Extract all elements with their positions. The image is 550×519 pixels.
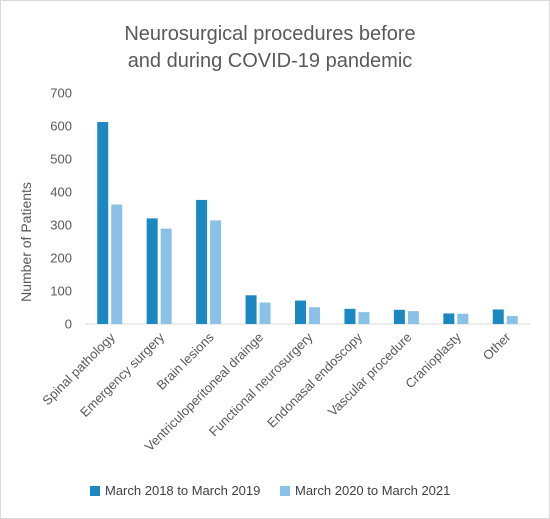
y-tick-label: 0 xyxy=(65,317,72,332)
bars xyxy=(97,122,518,324)
legend-swatch xyxy=(90,486,100,496)
bar-series-2 xyxy=(506,316,518,324)
chart-title-line-1: Neurosurgical procedures before xyxy=(124,23,415,45)
y-tick-label: 200 xyxy=(50,251,72,266)
bar-series-2 xyxy=(309,307,320,324)
bar-series-1 xyxy=(146,218,158,324)
legend-label: March 2020 to March 2021 xyxy=(295,483,450,498)
bar-series-1 xyxy=(492,309,504,324)
bar-series-2 xyxy=(457,313,469,324)
y-tick-label: 600 xyxy=(50,119,72,134)
legend: March 2018 to March 2019 March 2020 to Ma… xyxy=(90,483,450,498)
x-tick-label: Emergency surgery xyxy=(77,329,168,420)
bar-series-2 xyxy=(111,204,123,324)
bar-series-1 xyxy=(196,199,208,324)
legend-swatch xyxy=(280,486,290,496)
x-tick-label: Other xyxy=(480,329,514,363)
y-tick-label: 300 xyxy=(50,218,72,233)
y-tick-label: 400 xyxy=(50,185,72,200)
bar-series-2 xyxy=(358,312,370,324)
bar-series-2 xyxy=(210,220,222,324)
legend-label: March 2018 to March 2019 xyxy=(105,483,260,498)
bar-series-1 xyxy=(443,313,455,324)
bar-series-1 xyxy=(245,295,257,324)
y-axis-ticks: 0 100 200 300 400 500 600 700 xyxy=(50,86,72,332)
bar-series-2 xyxy=(160,228,172,324)
bar-series-1 xyxy=(393,309,405,324)
x-tick-label: Vascular procedure xyxy=(325,330,415,420)
y-tick-label: 700 xyxy=(50,86,72,101)
y-tick-label: 100 xyxy=(50,284,72,299)
y-tick-label: 500 xyxy=(50,152,72,167)
bar-series-1 xyxy=(97,122,109,324)
y-axis-label: Number of Patients xyxy=(18,182,34,302)
bar-series-1 xyxy=(295,300,306,324)
x-tick-label: Endonasal endoscopy xyxy=(264,329,365,430)
bar-series-2 xyxy=(407,311,419,324)
bar-series-2 xyxy=(259,302,271,324)
chart-title-line-2: and during COVID-19 pandemic xyxy=(128,50,413,72)
bar-series-1 xyxy=(344,308,356,324)
